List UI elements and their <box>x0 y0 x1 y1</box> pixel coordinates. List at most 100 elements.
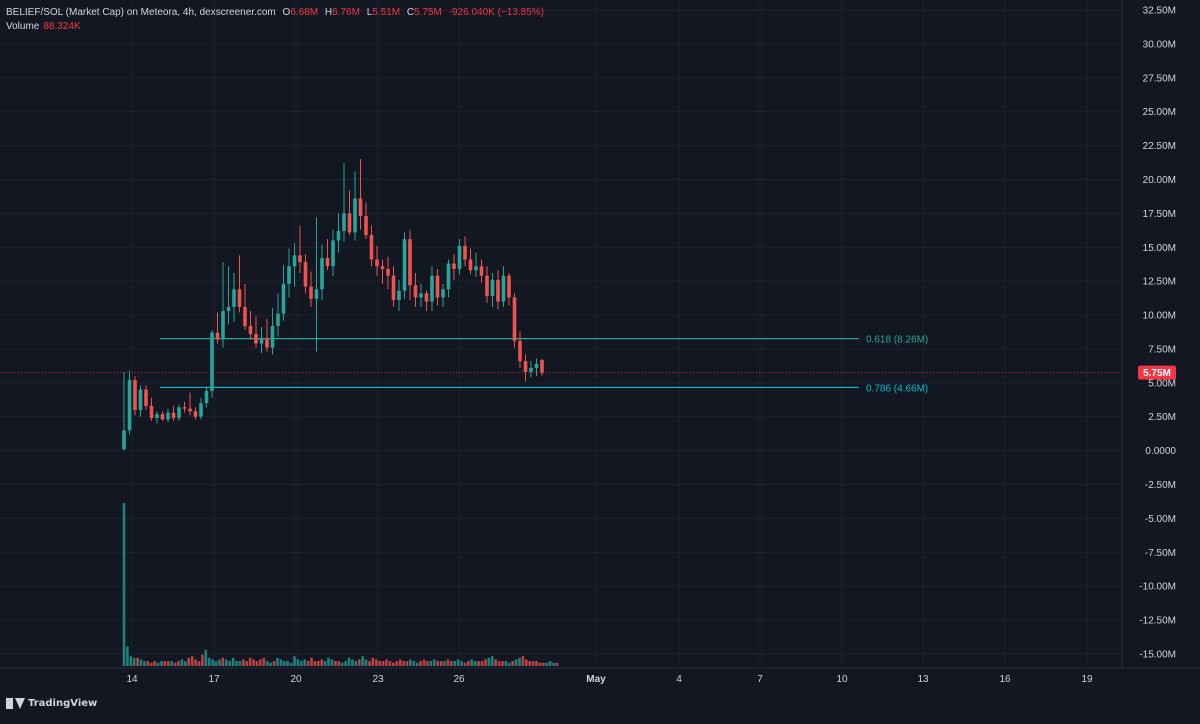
tradingview-brand[interactable]: TradingView <box>6 698 97 709</box>
candle[interactable] <box>171 405 176 421</box>
candle[interactable] <box>133 376 137 416</box>
candle[interactable] <box>375 245 379 276</box>
candle[interactable] <box>336 213 341 253</box>
candle[interactable] <box>287 248 291 298</box>
candle[interactable] <box>281 264 286 321</box>
candle[interactable] <box>518 331 522 368</box>
candle[interactable] <box>155 411 159 424</box>
candle[interactable] <box>292 243 297 287</box>
candle[interactable] <box>331 229 335 276</box>
price-axis[interactable]: 32.50M 30.00M 27.50M 25.00M 22.50M 20.00M 17.5… <box>0 0 1176 668</box>
candle[interactable] <box>314 217 319 352</box>
candle[interactable] <box>358 159 363 230</box>
candle[interactable] <box>127 370 132 435</box>
candle[interactable] <box>298 225 302 274</box>
candle[interactable] <box>122 371 126 451</box>
candle-body <box>303 262 308 287</box>
fib-level-618[interactable]: 0.618 (8.26M) <box>160 335 928 346</box>
candle[interactable] <box>364 202 368 240</box>
candle[interactable] <box>474 252 478 278</box>
candle[interactable] <box>501 266 506 307</box>
candle[interactable] <box>369 225 374 267</box>
volume-bar <box>122 503 126 666</box>
candle[interactable] <box>243 283 247 330</box>
candle[interactable] <box>490 273 495 307</box>
candle[interactable] <box>226 266 231 325</box>
candle[interactable] <box>265 319 269 352</box>
candle[interactable] <box>479 259 484 283</box>
candle[interactable] <box>254 316 258 348</box>
candle[interactable] <box>144 385 148 410</box>
fib-level-786[interactable]: 0.786 (4.66M) <box>160 383 928 394</box>
candle[interactable] <box>237 255 242 313</box>
candle[interactable] <box>424 290 429 311</box>
volume-bar <box>415 662 419 666</box>
candle[interactable] <box>380 259 385 284</box>
candle[interactable] <box>160 411 165 421</box>
candle[interactable] <box>413 273 418 307</box>
candle[interactable] <box>210 329 214 398</box>
volume-bar <box>361 656 364 666</box>
candle[interactable] <box>441 283 445 307</box>
volume-bar <box>501 661 504 666</box>
candle-body <box>347 213 352 233</box>
candle[interactable] <box>193 407 198 420</box>
candle[interactable] <box>320 244 324 301</box>
candle[interactable] <box>496 270 500 310</box>
candle[interactable] <box>540 358 544 376</box>
candle[interactable] <box>534 358 539 377</box>
candle[interactable] <box>177 404 181 421</box>
candle[interactable] <box>435 268 440 306</box>
volume-bar <box>419 661 422 666</box>
candle[interactable] <box>397 279 401 311</box>
candle[interactable] <box>347 190 352 236</box>
candle[interactable] <box>138 385 143 417</box>
candle[interactable] <box>149 397 154 421</box>
volume-label[interactable]: Volume <box>6 21 40 32</box>
time-axis[interactable]: 14 17 20 23 26 May 4 7 10 13 16 19 <box>0 667 1200 685</box>
candle[interactable] <box>215 312 220 344</box>
candle[interactable] <box>325 239 330 271</box>
candle[interactable] <box>188 392 192 416</box>
candle[interactable] <box>221 262 225 348</box>
symbol-title[interactable]: BELIEF/SOL (Market Cap) on Meteora, 4h, … <box>6 7 276 18</box>
candle[interactable] <box>452 254 456 280</box>
candle[interactable] <box>408 229 412 301</box>
candle[interactable] <box>199 397 203 420</box>
candle[interactable] <box>468 248 473 275</box>
candle[interactable] <box>303 254 308 294</box>
candle[interactable] <box>430 266 434 311</box>
candle-body <box>237 289 242 307</box>
candle[interactable] <box>232 273 236 322</box>
candle[interactable] <box>259 327 264 354</box>
candle[interactable] <box>276 293 280 337</box>
candle[interactable] <box>529 361 533 378</box>
fib-layer[interactable]: 0.618 (8.26M) 0.786 (4.66M) <box>160 335 928 395</box>
candle-body <box>479 266 484 276</box>
candle[interactable] <box>419 283 423 307</box>
candle[interactable] <box>485 266 489 303</box>
candle[interactable] <box>309 271 313 307</box>
candle[interactable] <box>391 266 396 307</box>
candle[interactable] <box>463 236 467 267</box>
volume-bar <box>276 657 279 666</box>
candle[interactable] <box>166 408 170 423</box>
candle[interactable] <box>342 163 346 242</box>
candle[interactable] <box>402 232 407 299</box>
candle[interactable] <box>386 256 390 290</box>
candle[interactable] <box>248 310 253 340</box>
candle-layer[interactable] <box>122 159 544 451</box>
candle[interactable] <box>512 293 517 348</box>
candle[interactable] <box>204 386 209 408</box>
candle[interactable] <box>523 354 528 382</box>
candle[interactable] <box>353 171 357 241</box>
candle[interactable] <box>270 308 275 355</box>
candle[interactable] <box>182 401 187 413</box>
candle[interactable] <box>457 239 462 275</box>
volume-bar <box>450 661 453 666</box>
price-tick-label: 12.50M <box>1143 277 1176 288</box>
candle[interactable] <box>446 259 451 298</box>
candle[interactable] <box>507 273 511 306</box>
